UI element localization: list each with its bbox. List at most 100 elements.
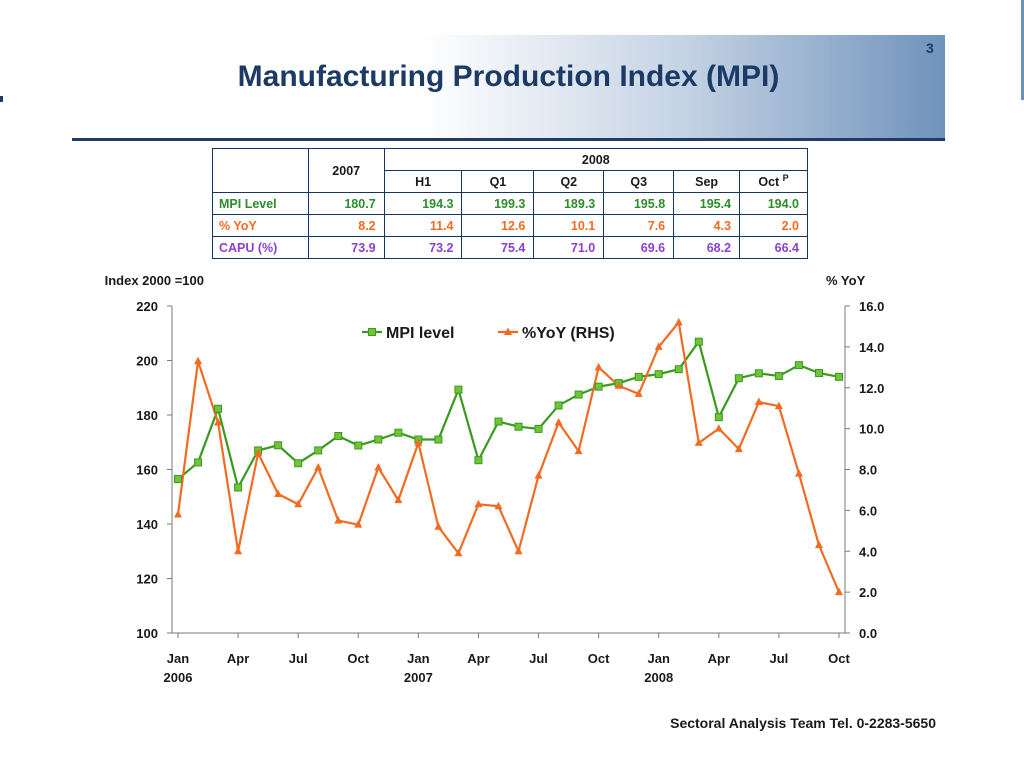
yoy-point <box>554 417 563 426</box>
y-tick-label-left: 140 <box>136 517 158 532</box>
x-tick-label: Oct <box>588 651 610 666</box>
yoy-point <box>634 389 643 397</box>
y-tick-label-left: 100 <box>136 626 158 641</box>
legend-yoy-marker <box>504 327 512 335</box>
table-header-oct-preliminary: P <box>782 173 789 184</box>
title-underline <box>72 138 945 141</box>
mpi-point <box>835 372 843 381</box>
yoy-point <box>694 438 703 446</box>
mpi-point <box>314 446 323 455</box>
yoy-point <box>254 448 263 457</box>
x-tick-label: Apr <box>227 651 249 666</box>
table-header-sep: Sep <box>673 170 741 193</box>
mpi-point <box>794 361 803 370</box>
yoy-point <box>574 446 583 455</box>
mpi-point <box>214 404 223 413</box>
yoy-point <box>654 342 663 350</box>
yoy-point <box>434 522 443 530</box>
mpi-point <box>654 370 663 379</box>
y-tick-label-right: 16.0 <box>859 299 884 314</box>
row-label: MPI Level <box>212 192 309 215</box>
table-cell: 73.2 <box>383 236 463 259</box>
yoy-point <box>674 317 683 326</box>
y-tick-label-right: 8.0 <box>859 463 877 478</box>
mpi-point <box>454 385 463 394</box>
yoy-point <box>794 469 803 477</box>
yoy-point <box>454 548 463 557</box>
yoy-point <box>754 397 763 406</box>
table-corner-cell <box>212 148 309 193</box>
y-tick-label-left: 180 <box>136 408 158 423</box>
mpi-point <box>334 431 343 440</box>
y-axis-left-label: Index 2000 =100 <box>105 273 204 288</box>
mpi-point <box>734 374 743 383</box>
yoy-point <box>414 438 423 446</box>
yoy-point <box>514 546 523 555</box>
x-tick-label: Jul <box>529 651 548 666</box>
yoy-point <box>394 495 403 504</box>
x-tick-label: Oct <box>828 651 850 666</box>
x-tick-label: Jan <box>407 651 429 666</box>
slide-right-edge-bar <box>1021 0 1024 100</box>
yoy-point <box>274 489 283 498</box>
y-tick-label-right: 14.0 <box>859 340 884 355</box>
mpi-point <box>774 372 783 381</box>
yoy-point <box>494 501 503 510</box>
yoy-point <box>334 516 343 524</box>
table-cell: 194.3 <box>383 192 463 215</box>
mpi-point <box>274 441 283 450</box>
mpi-point <box>674 365 683 374</box>
mpi-point <box>294 459 303 468</box>
x-tick-label: Apr <box>467 651 489 666</box>
x-tick-year-label: 2008 <box>644 670 673 685</box>
legend-mpi-label: MPI level <box>386 325 454 342</box>
page-title: Manufacturing Production Index (MPI) <box>237 60 780 93</box>
yoy-point <box>734 444 743 453</box>
table-cell: 73.9 <box>307 236 385 259</box>
x-tick-label: Jul <box>770 651 789 666</box>
y-tick-label-right: 0.0 <box>859 626 877 641</box>
mpi-point <box>394 428 403 437</box>
table-cell: 66.4 <box>739 236 808 259</box>
table-cell: 68.2 <box>673 236 741 259</box>
mpi-point <box>374 435 383 444</box>
table-row-yoy: % YoY 8.2 11.4 12.6 10.1 7.6 4.3 2.0 <box>212 214 808 237</box>
yoy-point <box>234 546 243 555</box>
yoy-point <box>714 424 723 432</box>
yoy-point <box>294 499 303 508</box>
series-line-yoy <box>176 319 841 593</box>
mpi-point <box>474 456 483 465</box>
mpi-point <box>514 422 523 431</box>
x-tick-year-label: 2007 <box>404 670 433 685</box>
mpi-point <box>594 382 603 391</box>
yoy-point <box>214 417 223 426</box>
summary-table: 2007 2008 H1 Q1 Q2 Q3 Sep Oct P MPI Leve… <box>212 148 809 259</box>
table-header-q1: Q1 <box>461 170 535 193</box>
mpi-point <box>714 413 723 422</box>
x-tick-label: Jan <box>648 651 670 666</box>
mpi-point <box>354 441 363 450</box>
footer-contact: Sectoral Analysis Team Tel. 0-2283-5650 <box>670 715 936 731</box>
mpi-point <box>194 458 203 467</box>
slide-left-edge-mark <box>0 96 3 102</box>
table-header-oct: Oct P <box>739 170 808 193</box>
mpi-point <box>234 483 243 492</box>
table-row-capu: CAPU (%) 73.9 73.2 75.4 71.0 69.6 68.2 6… <box>212 236 808 259</box>
table-cell: 4.3 <box>673 214 741 237</box>
yoy-point <box>374 462 383 471</box>
yoy-point <box>354 520 363 528</box>
page-number: 3 <box>926 40 934 56</box>
table-subheader-row: H1 Q1 Q2 Q3 Sep Oct P <box>213 170 808 193</box>
yoy-point <box>774 401 783 410</box>
y-tick-label-right: 6.0 <box>859 503 877 518</box>
mpi-point <box>174 475 182 484</box>
row-label: CAPU (%) <box>212 236 309 259</box>
series-line-mpi <box>177 339 840 491</box>
x-tick-year-label: 2006 <box>164 670 193 685</box>
table-cell: 71.0 <box>533 236 605 259</box>
yoy-point <box>534 471 543 479</box>
y-tick-label-right: 12.0 <box>859 381 884 396</box>
yoy-point <box>194 356 203 365</box>
x-tick-label: Jul <box>289 651 308 666</box>
